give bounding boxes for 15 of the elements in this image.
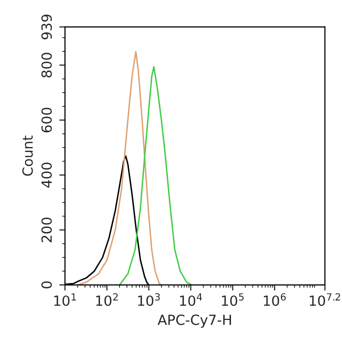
x-tick-label: 10$^{2}$ [96, 293, 118, 306]
y-tick-label: 939 [41, 14, 52, 40]
y-tick-label: 600 [41, 108, 52, 132]
x-tick-label: 10$^{7.2}$ [310, 293, 340, 306]
y-tick-label: 400 [41, 162, 52, 188]
y-tick-label: 0 [41, 281, 52, 288]
y-tick-label: 800 [41, 52, 52, 78]
x-tick-label: 10$^{1}$ [54, 293, 76, 306]
x-tick-label: 10$^{6}$ [264, 293, 286, 306]
y-axis-title: Count [22, 136, 33, 176]
y-tick-label: 200 [41, 218, 52, 242]
x-tick-label: 10$^{5}$ [222, 293, 244, 306]
x-tick-label: 10$^{4}$ [180, 293, 202, 306]
x-tick-label: 10$^{3}$ [138, 293, 160, 306]
x-axis-title: APC-Cy7-H [158, 314, 231, 328]
